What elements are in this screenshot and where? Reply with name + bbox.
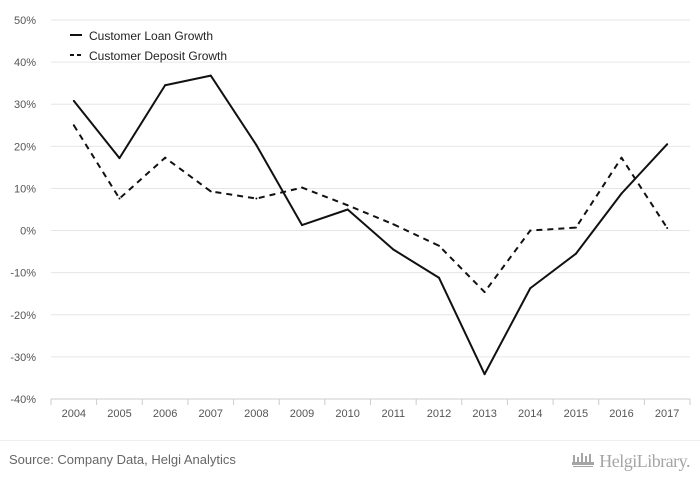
series-line-loan-growth (73, 74, 668, 376)
deposit-data-point (620, 156, 623, 159)
deposit-data-point (164, 156, 167, 159)
deposit-data-point (72, 124, 75, 127)
library-logo-icon (571, 449, 595, 474)
deposit-data-point (209, 190, 212, 193)
y-tick-label: 50% (14, 15, 36, 27)
x-tick-label: 2010 (335, 408, 359, 420)
deposit-data-point (437, 244, 440, 247)
loan-data-point (483, 373, 486, 376)
y-tick-label: 40% (14, 57, 36, 69)
x-tick-label: 2015 (564, 408, 588, 420)
loan-data-point (164, 84, 167, 87)
x-tick-label: 2012 (427, 408, 451, 420)
chart: 50%40%30%20%10%0%-10%-20%-30%-40% 2004 20… (10, 15, 691, 420)
y-tick-label: 20% (14, 141, 36, 153)
legend-label-deposit: Customer Deposit Growth (89, 49, 227, 63)
brand-name: HelgiLibrary. (599, 450, 690, 471)
y-tick-label: -20% (10, 310, 36, 322)
series-line-deposit-growth (72, 124, 669, 294)
x-tick-label: 2004 (62, 408, 86, 420)
deposit-data-point (392, 223, 395, 226)
loan-data-point (209, 74, 212, 77)
y-tick-label: 10% (14, 183, 36, 195)
x-tick-label: 2006 (153, 408, 177, 420)
deposit-data-point (255, 197, 258, 200)
loan-data-point (666, 143, 669, 146)
x-tick-label: 2009 (290, 408, 314, 420)
source-text: Source: Company Data, Helgi Analytics (9, 452, 236, 467)
y-tick-label: 30% (14, 99, 36, 111)
loan-data-point (118, 157, 121, 160)
brand-link[interactable]: HelgiLibrary. (571, 448, 690, 474)
legend-label-loan: Customer Loan Growth (89, 29, 213, 43)
loan-data-point (72, 99, 75, 102)
loan-data-point (437, 276, 440, 279)
footer: Source: Company Data, Helgi Analytics He… (0, 440, 700, 484)
x-tick-label: 2014 (518, 408, 542, 420)
legend: Customer Loan Growth Customer Deposit Gr… (70, 29, 227, 63)
x-axis (50, 398, 691, 405)
loan-data-point (529, 287, 532, 290)
deposit-data-point (483, 291, 486, 294)
x-tick-label: 2005 (107, 408, 131, 420)
x-tick-label: 2013 (472, 408, 496, 420)
loan-data-point (255, 144, 258, 147)
deposit-data-point (346, 204, 349, 207)
gridlines (51, 19, 690, 358)
deposit-data-point (529, 229, 532, 232)
loan-data-point (346, 208, 349, 211)
y-axis-ticks: 50% 40% 30% 20% 10% 0% -10% -20% -30% -40% (10, 15, 36, 406)
y-tick-label: -10% (10, 268, 36, 280)
loan-data-point (620, 192, 623, 195)
deposit-data-point (301, 186, 304, 189)
loan-data-point (392, 248, 395, 251)
loan-data-point (301, 224, 304, 227)
x-tick-label: 2008 (244, 408, 268, 420)
loan-data-point (574, 252, 577, 255)
x-tick-label: 2007 (199, 408, 223, 420)
deposit-data-point (118, 197, 121, 200)
deposit-data-point (666, 227, 669, 230)
x-tick-label: 2016 (609, 408, 633, 420)
x-tick-label: 2017 (655, 408, 679, 420)
x-tick-label: 2011 (381, 408, 405, 420)
series-lines (72, 74, 669, 376)
y-tick-label: -30% (10, 352, 36, 364)
y-tick-label: -40% (10, 394, 36, 406)
y-tick-label: 0% (20, 226, 36, 238)
deposit-data-point (574, 226, 577, 229)
x-axis-ticks: 2004 2005 2006 2007 2008 2009 2010 2011 2012 2013… (62, 408, 680, 420)
